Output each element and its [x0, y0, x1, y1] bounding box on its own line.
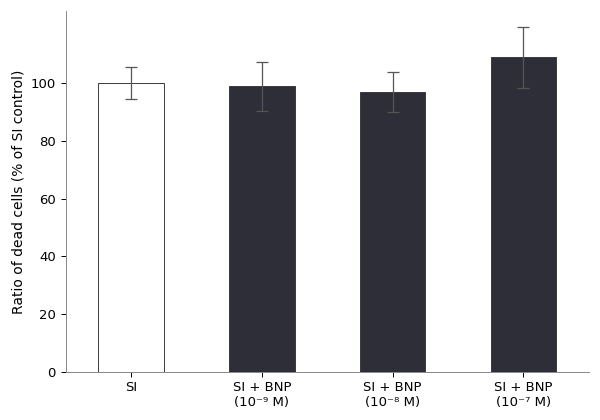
Bar — [229, 86, 295, 372]
Bar — [491, 57, 556, 372]
Bar — [360, 92, 425, 372]
Bar — [98, 83, 164, 372]
Y-axis label: Ratio of dead cells (% of SI control): Ratio of dead cells (% of SI control) — [11, 69, 25, 314]
